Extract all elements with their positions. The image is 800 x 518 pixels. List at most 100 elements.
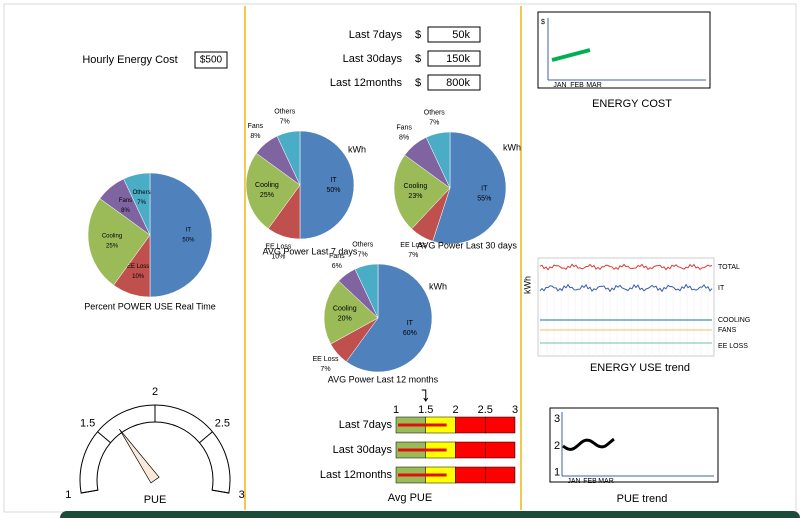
x-tick-label: FEB bbox=[583, 478, 597, 485]
period-label: Last 30days bbox=[343, 53, 403, 65]
cost-value: 150k bbox=[446, 53, 470, 65]
slice-name: EE Loss bbox=[400, 242, 427, 249]
band bbox=[485, 441, 516, 459]
gauge-tick-label: 1.5 bbox=[80, 417, 95, 429]
y-label: kWh bbox=[522, 276, 532, 294]
hourly-cost-box bbox=[194, 51, 228, 69]
x-tick-label: MAR bbox=[598, 478, 614, 485]
chart-title: PUE trend bbox=[617, 493, 668, 505]
pie-slice bbox=[87, 198, 151, 286]
gauge-tick-label: 3 bbox=[239, 489, 245, 501]
slice-value: 8% bbox=[399, 134, 409, 141]
slice-name: Others bbox=[424, 110, 446, 117]
pie-slice bbox=[276, 130, 301, 186]
gauge-tick-label: 1 bbox=[65, 489, 71, 501]
slice-value: 50% bbox=[326, 187, 340, 194]
chart-title: ENERGY USE trend bbox=[590, 362, 690, 374]
slice-name: Fans bbox=[248, 123, 264, 130]
slice-name: Others bbox=[274, 109, 296, 116]
band bbox=[455, 416, 486, 434]
gauge-tick bbox=[81, 489, 98, 494]
slice-value: 20% bbox=[338, 316, 352, 323]
scale-tick-label: 1.5 bbox=[418, 404, 433, 416]
slice-value: 6% bbox=[332, 263, 342, 270]
band bbox=[485, 466, 516, 484]
slice-name: Cooling bbox=[102, 234, 122, 240]
pie-unit: kWh bbox=[348, 144, 366, 154]
legend-label: IT bbox=[718, 285, 725, 292]
x-tick-label: MAR bbox=[586, 82, 602, 89]
slice-name: Fans bbox=[329, 253, 345, 260]
currency: $ bbox=[415, 53, 421, 65]
pie-title: AVG Power Last 30 days bbox=[417, 240, 517, 250]
pie-unit: kWh bbox=[429, 281, 447, 291]
slice-name: EE Loss bbox=[312, 356, 339, 363]
scale-tick-label: 2.5 bbox=[478, 404, 493, 416]
pie-slice bbox=[393, 154, 451, 230]
slice-value: 7% bbox=[137, 200, 146, 206]
legend-label: EE LOSS bbox=[718, 343, 748, 350]
scale-tick-label: 2 bbox=[452, 404, 458, 416]
pie-slice bbox=[323, 280, 379, 345]
gauge-tick-label: 2.5 bbox=[215, 417, 230, 429]
slice-name: Fans bbox=[396, 124, 412, 131]
legend-label: TOTAL bbox=[718, 264, 740, 271]
pie-title: AVG Power Last 7 days bbox=[263, 246, 358, 256]
gauge-label: PUE bbox=[144, 494, 167, 506]
slice-name: EE Loss bbox=[127, 264, 149, 270]
cost-line bbox=[551, 48, 591, 62]
period-label: Last 12months bbox=[320, 469, 393, 481]
hourly-cost-value: $500 bbox=[200, 55, 223, 66]
gauge-needle bbox=[119, 428, 160, 484]
chart-box bbox=[549, 407, 719, 483]
slice-value: 7% bbox=[280, 119, 290, 126]
pie-slice bbox=[345, 263, 433, 373]
hourly-cost-label: Hourly Energy Cost bbox=[82, 54, 177, 66]
slice-value: 23% bbox=[408, 193, 422, 200]
period-label: Last 30days bbox=[333, 444, 393, 456]
currency: $ bbox=[415, 77, 421, 89]
trend-line bbox=[539, 263, 713, 271]
slice-name: Others bbox=[352, 242, 374, 249]
band bbox=[455, 441, 486, 459]
trend-line bbox=[539, 283, 713, 293]
slice-name: Others bbox=[133, 190, 151, 196]
period-label: Last 7days bbox=[349, 29, 403, 41]
x-tick-label: JAN bbox=[567, 478, 580, 485]
value-box bbox=[427, 50, 481, 67]
pie-title: Percent POWER USE Real Time bbox=[84, 301, 216, 311]
slice-name: Cooling bbox=[333, 306, 357, 313]
slice-name: Fans bbox=[119, 198, 132, 204]
slice-value: 55% bbox=[477, 195, 491, 202]
slice-name: IT bbox=[481, 185, 488, 192]
slice-name: Cooling bbox=[404, 183, 428, 190]
slice-value: 10% bbox=[271, 253, 285, 260]
currency: $ bbox=[415, 29, 421, 41]
value-box bbox=[427, 26, 481, 43]
period-label: Last 12months bbox=[330, 77, 403, 89]
cost-value: 50k bbox=[452, 29, 470, 41]
y-tick-label: 3 bbox=[554, 413, 560, 425]
chart-box bbox=[537, 11, 711, 89]
legend-label: COOLING bbox=[718, 317, 750, 324]
slice-name: IT bbox=[407, 320, 414, 327]
gauge-tick bbox=[212, 489, 229, 494]
legend-label: FANS bbox=[718, 327, 737, 334]
slice-value: 7% bbox=[320, 366, 330, 373]
slice-value: 7% bbox=[429, 120, 439, 127]
pie-title: AVG Power Last 12 months bbox=[328, 374, 439, 384]
slice-name: Cooling bbox=[255, 182, 279, 189]
slice-value: 50% bbox=[182, 238, 195, 244]
chart-box bbox=[537, 257, 715, 357]
gauge-tick-label: 2 bbox=[152, 386, 158, 398]
slice-value: 10% bbox=[132, 274, 145, 280]
slice-value: 25% bbox=[260, 192, 274, 199]
slice-name: IT bbox=[186, 228, 192, 234]
pie-slice bbox=[354, 263, 379, 319]
pie-unit: kWh bbox=[503, 142, 521, 152]
gauge-tick bbox=[97, 431, 111, 444]
gauge-tick bbox=[199, 431, 213, 444]
pie-slice bbox=[425, 131, 451, 189]
